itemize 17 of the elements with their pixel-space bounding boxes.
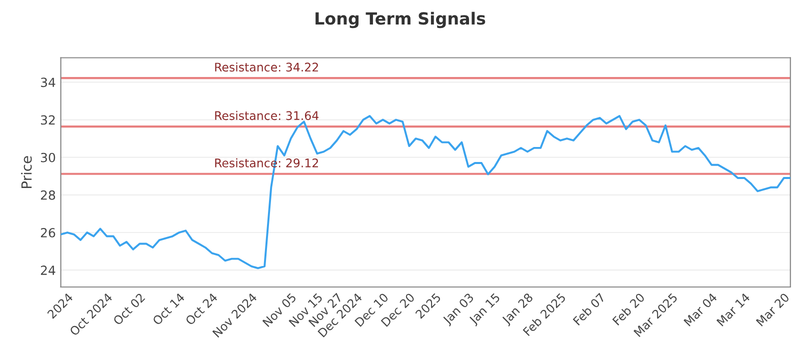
x-tick-label: Oct 14 [152, 292, 186, 326]
y-tick-label: 30 [40, 152, 56, 162]
x-tick-label: Oct 02 [112, 292, 146, 326]
y-tick-label: 24 [40, 266, 56, 275]
y-tick-label: 28 [40, 190, 56, 200]
y-axis-title: Price [21, 156, 32, 188]
y-tick-label: 34 [40, 78, 56, 88]
x-tick-label: Feb 07 [572, 292, 606, 326]
x-tick-label: Mar 04 [683, 292, 718, 327]
ref-line-label: Resistance: 34.22 [215, 62, 318, 72]
x-tick-label: Mar 20 [756, 292, 790, 327]
chart-title: Long Term Signals [316, 12, 486, 28]
x-tick-label: Mar 14 [716, 292, 750, 327]
x-tick-label: Oct 24 [184, 292, 218, 326]
y-tick-label: 32 [40, 115, 55, 125]
y-tick-label: 26 [40, 228, 56, 238]
ref-line-label: Resistance: 31.64 [215, 110, 318, 120]
